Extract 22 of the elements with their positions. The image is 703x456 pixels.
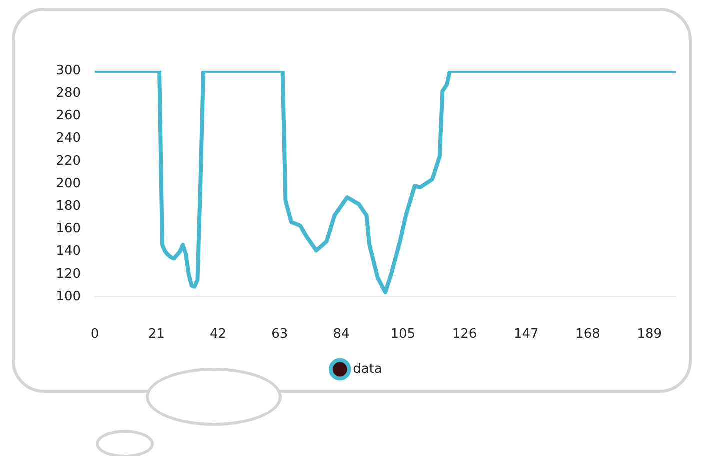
- x-tick-label: 105: [390, 327, 416, 342]
- y-tick-label: 220: [56, 154, 81, 169]
- x-tick-label: 42: [210, 327, 227, 342]
- x-tick-label: 168: [576, 327, 600, 342]
- y-tick-label: 160: [56, 222, 81, 237]
- legend-label: data: [353, 362, 382, 377]
- x-tick-label: 84: [333, 327, 350, 342]
- x-tick-label: 147: [514, 327, 539, 342]
- x-tick-label: 189: [637, 327, 662, 342]
- y-tick-label: 100: [56, 289, 81, 304]
- y-tick-label: 240: [56, 131, 81, 146]
- x-tick-label: 63: [272, 327, 288, 342]
- y-tick-label: 180: [56, 198, 81, 214]
- y-tick-label: 280: [56, 86, 81, 101]
- y-tick-label: 300: [56, 63, 81, 78]
- x-tick-label: 21: [148, 327, 165, 342]
- y-tick-label: 120: [56, 266, 81, 282]
- y-tick-label: 140: [56, 244, 81, 260]
- y-tick-label: 200: [56, 176, 81, 192]
- x-tick-label: 0: [90, 327, 100, 342]
- x-tick-label: 126: [452, 327, 478, 342]
- y-tick-label: 260: [56, 108, 81, 124]
